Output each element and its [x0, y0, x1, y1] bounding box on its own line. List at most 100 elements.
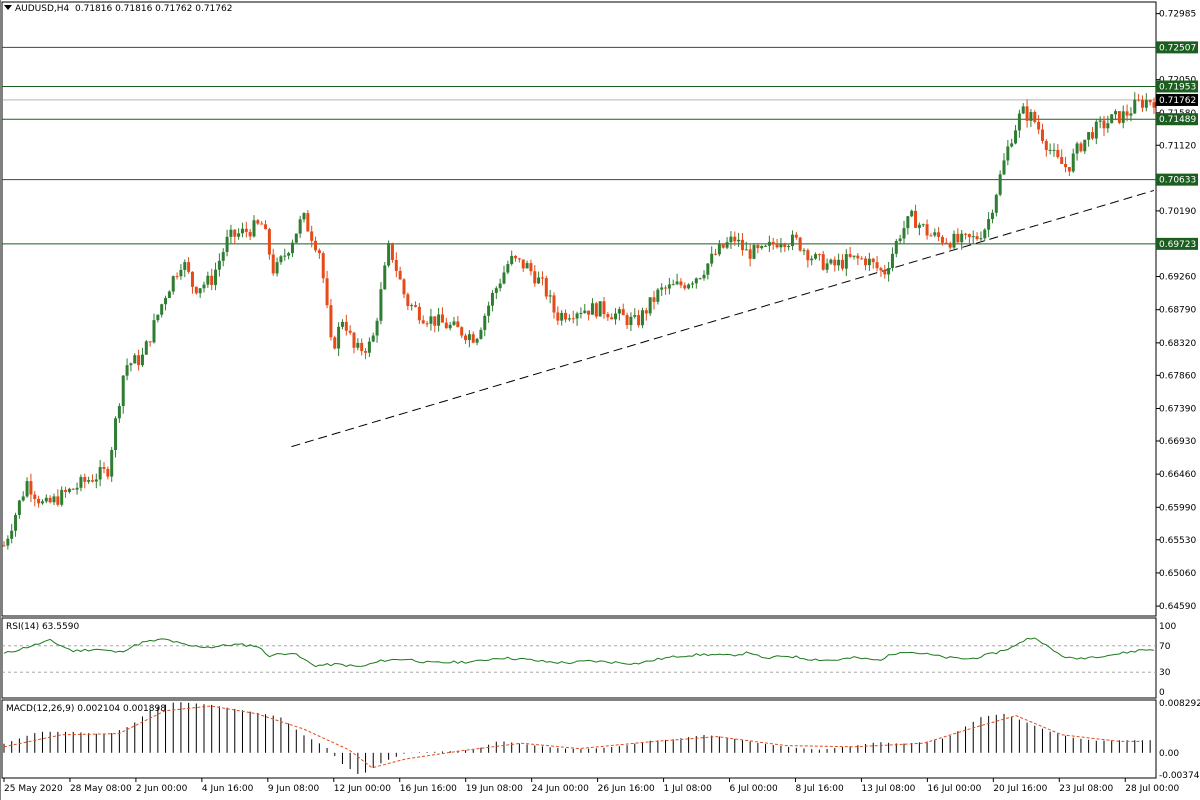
candle-body: [1140, 99, 1144, 108]
candle-body: [629, 316, 633, 326]
candle-body: [1044, 141, 1048, 150]
candle-body: [587, 310, 591, 315]
candle-body: [283, 255, 287, 257]
candle-body: [252, 220, 256, 237]
y-tick-label: 0.70190: [1159, 207, 1196, 217]
macd-tick-label: 0.008292: [1159, 699, 1200, 709]
candle-body: [1040, 129, 1044, 142]
candle-body: [110, 450, 114, 477]
candle-body: [810, 258, 814, 261]
candle-body: [87, 480, 91, 482]
level-price-label: 0.69723: [1159, 240, 1196, 250]
candle-body: [1117, 111, 1121, 123]
candle-body: [244, 228, 248, 232]
candle-body: [883, 270, 887, 275]
candle-body: [598, 301, 602, 317]
candle-body: [502, 272, 506, 284]
candle-body: [556, 312, 560, 321]
x-tick-label: 20 Jul 16:00: [993, 784, 1047, 794]
candle-body: [398, 270, 402, 280]
x-tick-label: 4 Jun 16:00: [202, 784, 254, 794]
candle-body: [929, 235, 933, 237]
candle-body: [1033, 111, 1037, 122]
candle-body: [210, 275, 214, 285]
candle-body: [121, 375, 125, 407]
candle-body: [348, 330, 352, 333]
dropdown-triangle-icon[interactable]: [4, 5, 12, 10]
candle-body: [371, 335, 375, 342]
macd-tick-label: -0.00374: [1159, 771, 1200, 781]
candle-body: [594, 303, 598, 317]
y-tick-label: 0.69260: [1159, 273, 1196, 283]
candle-body: [129, 363, 133, 366]
candle-body: [333, 337, 337, 349]
candle-body: [817, 254, 821, 256]
candle-body: [987, 219, 991, 230]
candle-body: [294, 233, 298, 243]
candle-body: [217, 260, 221, 270]
candle-body: [483, 315, 487, 330]
candle-body: [894, 240, 898, 254]
candle-body: [790, 234, 794, 247]
candle-body: [1064, 163, 1068, 168]
candle-body: [464, 335, 468, 341]
candle-body: [967, 234, 971, 238]
candle-body: [640, 310, 644, 326]
candle-body: [267, 229, 271, 255]
candle-body: [1067, 167, 1071, 172]
candle-body: [260, 223, 264, 225]
candle-body: [456, 321, 460, 328]
candle-body: [921, 224, 925, 226]
candle-body: [425, 323, 429, 325]
candle-body: [764, 245, 768, 247]
candle-body: [1079, 143, 1083, 152]
candle-body: [637, 315, 641, 326]
candle-body: [306, 213, 310, 232]
x-tick-label: 12 Jun 00:00: [334, 784, 391, 794]
candle-body: [394, 259, 398, 271]
candle-body: [571, 318, 575, 320]
candle-body: [944, 242, 948, 244]
candle-body: [152, 320, 156, 343]
candle-body: [367, 341, 371, 353]
candle-body: [1121, 111, 1125, 123]
candle-body: [414, 305, 418, 307]
level-price-label: 0.70633: [1159, 176, 1196, 186]
candle-body: [271, 254, 275, 274]
y-tick-label: 0.66460: [1159, 470, 1196, 480]
candle-body: [1021, 106, 1025, 114]
candle-body: [402, 279, 406, 295]
candle-body: [952, 233, 956, 248]
candle-body: [1106, 123, 1110, 129]
level-price-tag: [1156, 41, 1198, 54]
candle-body: [652, 297, 656, 302]
candle-body: [821, 254, 825, 270]
candle-body: [860, 258, 864, 260]
candle-body: [352, 332, 356, 348]
x-tick-label: 6 Jul 00:00: [730, 784, 779, 794]
candle-body: [83, 477, 87, 482]
candle-body: [390, 243, 394, 260]
candle-body: [175, 276, 179, 278]
candle-body: [540, 277, 544, 279]
x-tick-label: 28 Jul 00:00: [1125, 784, 1179, 794]
y-tick-label: 0.65990: [1159, 503, 1196, 513]
candle-body: [229, 229, 233, 237]
x-tick-label: 23 Jul 08:00: [1059, 784, 1113, 794]
candle-body: [106, 468, 110, 477]
candle-body: [844, 254, 848, 269]
candle-body: [525, 263, 529, 269]
x-tick-label: 25 May 2020: [4, 784, 63, 794]
candle-body: [75, 487, 79, 490]
candle-body: [221, 252, 225, 261]
candle-body: [190, 271, 194, 287]
candle-body: [564, 312, 568, 320]
candle-body: [490, 292, 494, 306]
candle-body: [1129, 113, 1133, 116]
candle-body: [1144, 100, 1148, 108]
candle-body: [171, 276, 175, 292]
candle-body: [1098, 120, 1102, 122]
candle-body: [775, 244, 779, 248]
candle-body: [771, 241, 775, 245]
